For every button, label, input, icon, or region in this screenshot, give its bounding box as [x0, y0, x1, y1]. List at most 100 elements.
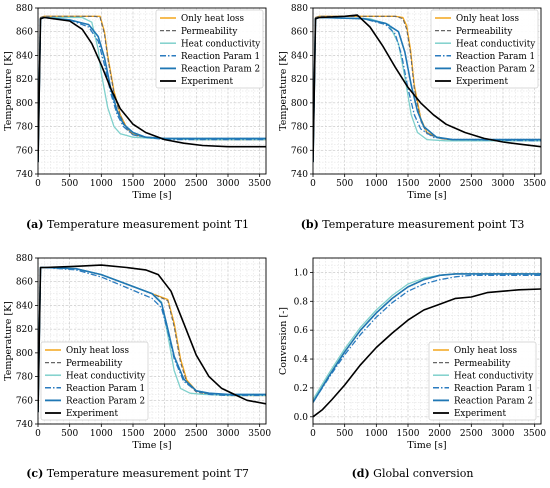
- chart-panel-b: 0 500 1000 1500 2000 2500 3000 3500 740 760 780 800…: [275, 0, 550, 201]
- y-tick-label: 740: [16, 420, 33, 430]
- legend-label: Reaction Param 2: [456, 65, 535, 75]
- x-tick-label: 500: [61, 429, 78, 439]
- legend-box: [40, 341, 149, 421]
- legend: Only heat loss Permeability Heat conductiv…: [40, 341, 149, 421]
- series-line-experiment: [313, 14, 541, 163]
- series-line-experiment: [38, 264, 266, 413]
- chart-c-svg: 0 500 1000 1500 2000 2500 3000 3500 740 760 780 800…: [3, 254, 271, 451]
- series-group: [38, 264, 266, 413]
- x-tick-label: 2500: [185, 429, 208, 439]
- legend-box: [430, 9, 539, 89]
- caption-a-tag: (a): [25, 218, 44, 231]
- y-tick-label: 1.0: [294, 268, 309, 278]
- x-tick-label: 2500: [460, 429, 483, 439]
- y-tick-label: 0.0: [294, 413, 309, 423]
- x-tick-label: 3000: [217, 179, 240, 189]
- legend-label: Reaction Param 1: [454, 384, 533, 394]
- y-tick-label: 880: [16, 254, 33, 264]
- y-tick-label: 760: [16, 396, 33, 406]
- x-tick-label: 1000: [365, 179, 388, 189]
- chart-b-svg: 0 500 1000 1500 2000 2500 3000 3500 740 760 780 800…: [278, 4, 546, 201]
- legend: Only heat loss Permeability Heat conductiv…: [428, 341, 537, 421]
- plot-frame: [37, 257, 267, 425]
- legend-label: Only heat loss: [181, 14, 245, 24]
- x-tick-label: 500: [61, 179, 78, 189]
- caption-d-text: Global conversion: [369, 467, 474, 480]
- legend-label: Experiment: [454, 409, 506, 419]
- caption-a-text: Temperature measurement point T1: [43, 218, 250, 231]
- legend-label: Reaction Param 1: [456, 52, 535, 62]
- x-tick-label: 1500: [397, 179, 420, 189]
- legend-box: [155, 9, 264, 89]
- x-tick-label: 2500: [185, 179, 208, 189]
- series-line-experiment: [38, 16, 266, 163]
- y-tick-label: 860: [16, 278, 33, 288]
- x-tick-label: 3500: [523, 429, 546, 439]
- caption-b-tag: (b): [300, 218, 319, 231]
- y-axis-label: Conversion [-]: [278, 307, 289, 375]
- x-tick-label: 0: [35, 179, 41, 189]
- x-tick-label: 3000: [217, 429, 240, 439]
- y-tick-label: 780: [16, 123, 33, 133]
- legend-label: Permeability: [66, 359, 122, 369]
- y-tick-label: 800: [16, 349, 33, 359]
- caption-c: (c) Temperature measurement point T7: [0, 467, 275, 480]
- x-tick-label: 3500: [248, 179, 271, 189]
- chart-panel-d: 0 500 1000 1500 2000 2500 3000 3500 0.0 0.2 0.4 0.6…: [275, 250, 550, 451]
- legend-label: Reaction Param 2: [181, 65, 260, 75]
- plot-frame: [37, 7, 267, 175]
- caption-c-tag: (c): [26, 467, 44, 480]
- y-tick-label: 840: [16, 51, 33, 61]
- series-line-experiment: [313, 288, 541, 418]
- chart-d-svg: 0 500 1000 1500 2000 2500 3000 3500 0.0 0.2 0.4 0.6…: [278, 257, 546, 451]
- series-line-reaction-param-2: [313, 273, 541, 403]
- y-tick-label: 800: [16, 99, 33, 109]
- y-tick-label: 740: [291, 170, 308, 180]
- y-tick-label: 760: [291, 146, 308, 156]
- legend-label: Reaction Param 1: [66, 384, 145, 394]
- legend-label: Heat conductivity: [181, 39, 260, 49]
- y-axis-label: Temperature [K]: [3, 301, 14, 381]
- legend-label: Permeability: [456, 27, 512, 37]
- series-line-permeability: [313, 15, 541, 163]
- caption-b-text: Temperature measurement point T3: [318, 218, 525, 231]
- y-tick-label: 840: [16, 301, 33, 311]
- x-tick-label: 2000: [428, 179, 451, 189]
- y-tick-label: 0.6: [294, 326, 309, 336]
- legend-label: Permeability: [454, 359, 510, 369]
- x-tick-label: 1500: [397, 429, 420, 439]
- series-group: [313, 273, 541, 418]
- legend: Only heat loss Permeability Heat conductiv…: [430, 9, 539, 89]
- x-tick-label: 0: [35, 429, 41, 439]
- y-tick-label: 860: [291, 28, 308, 38]
- series-group: [313, 14, 541, 163]
- legend-box: [428, 341, 537, 421]
- series-group: [38, 15, 266, 163]
- legend-label: Reaction Param 1: [181, 52, 260, 62]
- legend-label: Experiment: [181, 77, 233, 87]
- legend-label: Heat conductivity: [454, 371, 533, 381]
- caption-c-text: Temperature measurement point T7: [43, 467, 249, 480]
- series-line-permeability: [38, 15, 266, 163]
- y-tick-label: 740: [16, 170, 33, 180]
- x-tick-label: 500: [336, 429, 353, 439]
- caption-d: (d) Global conversion: [275, 467, 550, 480]
- x-tick-label: 2000: [153, 179, 176, 189]
- plot-frame: [312, 7, 542, 175]
- y-tick-label: 880: [16, 4, 33, 14]
- y-tick-label: 0.4: [294, 355, 309, 365]
- x-tick-label: 3500: [523, 179, 546, 189]
- x-tick-label: 500: [336, 179, 353, 189]
- x-tick-label: 1000: [365, 429, 388, 439]
- y-tick-label: 860: [16, 28, 33, 38]
- legend-label: Reaction Param 2: [454, 397, 533, 407]
- x-tick-label: 2500: [460, 179, 483, 189]
- y-tick-label: 0.2: [294, 384, 308, 394]
- legend: Only heat loss Permeability Heat conductiv…: [155, 9, 264, 89]
- caption-b: (b) Temperature measurement point T3: [275, 218, 550, 231]
- x-tick-label: 1000: [90, 429, 113, 439]
- x-axis-label: Time [s]: [407, 190, 446, 200]
- y-tick-label: 840: [291, 51, 308, 61]
- y-tick-label: 780: [16, 373, 33, 383]
- x-tick-label: 3000: [492, 179, 515, 189]
